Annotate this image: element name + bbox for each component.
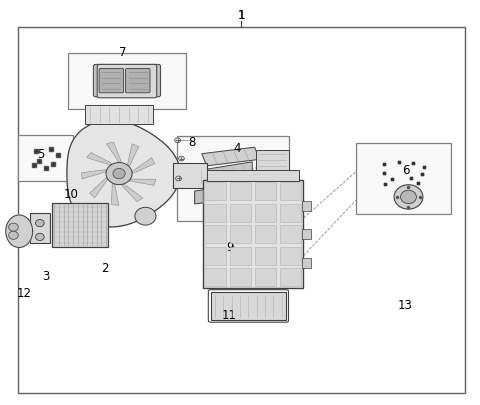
Bar — [204, 247, 226, 265]
Text: 11: 11 — [222, 309, 237, 322]
Polygon shape — [121, 185, 143, 202]
Circle shape — [113, 169, 125, 179]
Polygon shape — [195, 183, 252, 205]
Polygon shape — [6, 215, 33, 248]
Bar — [255, 269, 276, 287]
FancyBboxPatch shape — [125, 69, 150, 94]
Bar — [18, 136, 73, 181]
Bar — [280, 247, 301, 265]
Bar — [177, 137, 289, 222]
Text: 7: 7 — [119, 46, 126, 59]
FancyBboxPatch shape — [97, 65, 156, 98]
Text: 1: 1 — [238, 9, 245, 21]
Bar — [211, 292, 286, 320]
Bar — [204, 269, 226, 287]
Bar — [52, 203, 108, 247]
Circle shape — [400, 191, 417, 204]
Bar — [280, 204, 301, 222]
Circle shape — [394, 185, 423, 210]
Text: 5: 5 — [37, 147, 45, 160]
Bar — [85, 105, 153, 125]
Circle shape — [36, 220, 44, 227]
Bar — [302, 258, 311, 268]
Bar — [302, 230, 311, 240]
Polygon shape — [86, 153, 112, 166]
Bar — [229, 226, 251, 244]
FancyBboxPatch shape — [93, 65, 160, 98]
Bar — [204, 226, 226, 244]
Bar — [280, 269, 301, 287]
Bar — [30, 213, 50, 244]
Polygon shape — [67, 121, 180, 227]
Text: 2: 2 — [101, 262, 108, 275]
Bar — [207, 170, 299, 181]
Bar — [255, 247, 276, 265]
Circle shape — [176, 177, 181, 181]
Bar — [204, 204, 226, 222]
Bar — [68, 53, 186, 109]
Polygon shape — [132, 158, 155, 174]
Circle shape — [135, 208, 156, 226]
Text: 9: 9 — [227, 241, 234, 254]
Circle shape — [179, 157, 184, 162]
Bar — [203, 181, 303, 288]
Bar — [255, 226, 276, 244]
Polygon shape — [173, 164, 207, 188]
Polygon shape — [82, 170, 106, 179]
Circle shape — [175, 139, 180, 143]
Text: 3: 3 — [42, 270, 49, 283]
Polygon shape — [192, 162, 252, 185]
Bar — [229, 204, 251, 222]
Circle shape — [9, 232, 18, 240]
Text: 12: 12 — [16, 286, 32, 299]
Text: 10: 10 — [64, 188, 78, 201]
Bar — [280, 183, 301, 201]
Circle shape — [36, 234, 44, 241]
Bar — [280, 226, 301, 244]
FancyBboxPatch shape — [99, 69, 123, 94]
Bar — [256, 151, 288, 181]
Bar — [229, 269, 251, 287]
Bar — [229, 247, 251, 265]
Polygon shape — [90, 178, 108, 198]
Text: 4: 4 — [234, 141, 241, 154]
Bar — [229, 183, 251, 201]
Polygon shape — [111, 184, 119, 206]
Polygon shape — [128, 145, 139, 167]
Bar — [255, 204, 276, 222]
Text: 6: 6 — [402, 164, 409, 177]
Polygon shape — [107, 143, 121, 163]
Bar — [255, 183, 276, 201]
Text: 13: 13 — [398, 298, 413, 311]
Bar — [356, 144, 451, 215]
Text: 1: 1 — [238, 9, 245, 21]
Text: 8: 8 — [188, 136, 196, 149]
Circle shape — [106, 163, 132, 185]
Circle shape — [9, 224, 18, 232]
Bar — [204, 183, 226, 201]
Polygon shape — [202, 148, 259, 166]
Bar — [302, 201, 311, 211]
Polygon shape — [130, 179, 156, 186]
